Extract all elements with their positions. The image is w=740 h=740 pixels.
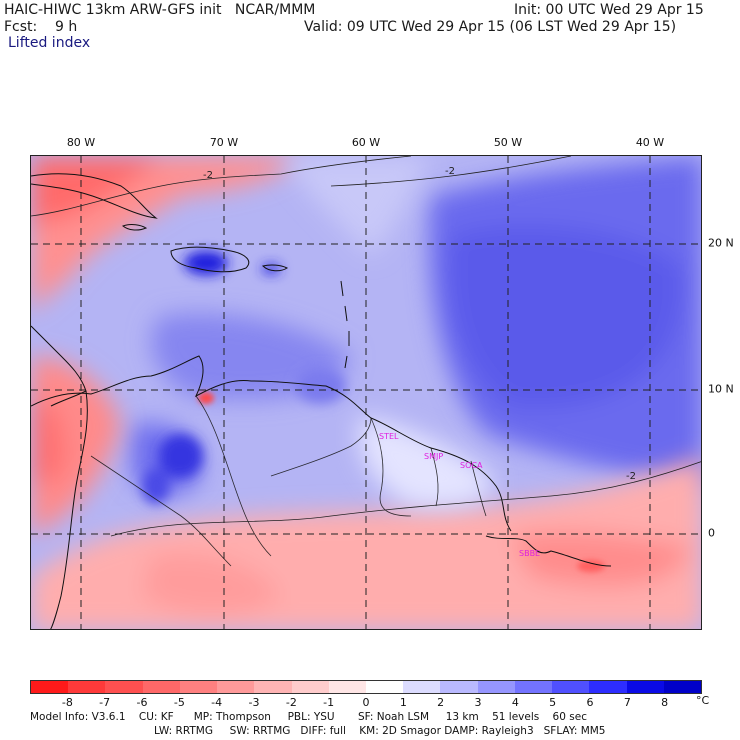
coastlines xyxy=(31,173,612,629)
colorbar-tick-label: -4 xyxy=(211,696,223,709)
lat-lon-grid xyxy=(31,156,701,629)
colorbar-tick-label: 5 xyxy=(549,696,557,709)
station-sbbe: SBBE xyxy=(519,549,540,558)
model-info-line-2: LW: RRTMG SW: RRTMG DIFF: full KM: 2D Sm… xyxy=(154,725,606,737)
colorbar-tick-label: 2 xyxy=(437,696,445,709)
lon-label-40w: 40 W xyxy=(635,136,665,149)
hispaniola-coast xyxy=(170,246,250,273)
valid-time: Valid: 09 UTC Wed 29 Apr 15 (06 LST Wed … xyxy=(304,19,677,35)
lat-label-0: 0 xyxy=(708,526,715,540)
contour-lines xyxy=(31,156,701,537)
colorbar-segment xyxy=(31,681,69,693)
colorbar-tick-label: -5 xyxy=(173,696,185,709)
init-time: Init: 00 UTC Wed 29 Apr 15 xyxy=(514,2,704,18)
border-colombia-south xyxy=(90,455,232,567)
model-info-line-1: Model Info: V3.6.1 CU: KF MP: Thompson P… xyxy=(30,711,587,723)
colorbar-segment xyxy=(663,681,701,693)
south-america-north-coast xyxy=(31,355,512,532)
contour-label-2: -2 xyxy=(445,166,455,177)
colorbar-segment xyxy=(403,681,441,693)
border-colombia-venezuela xyxy=(195,395,272,557)
contour-label-3: -2 xyxy=(626,471,636,482)
border-guiana-brazil xyxy=(470,460,487,517)
border-guyana-suriname xyxy=(370,417,412,517)
lat-label-20n: 20 N xyxy=(708,236,734,250)
neutral-region xyxy=(281,156,493,508)
colorbar xyxy=(30,680,702,694)
model-title: HAIC-HIWC 13km ARW-GFS init NCAR/MMM xyxy=(4,2,316,18)
colorbar-tick-label: 4 xyxy=(511,696,519,709)
border-venezuela-guyana xyxy=(270,417,372,477)
contour-north-central xyxy=(330,156,572,187)
unstable-region xyxy=(131,156,701,495)
colorbar-segment xyxy=(589,681,627,693)
lon-label-70w: 70 W xyxy=(209,136,239,149)
colorbar-tick-label: 6 xyxy=(586,696,594,709)
colorbar-tick-label: 8 xyxy=(661,696,669,709)
colorbar-segment xyxy=(179,681,218,693)
map-canvas: -2 -2 -2 STEL SMJP SOCA SBBE xyxy=(31,156,701,629)
colorbar-tick-label: 1 xyxy=(399,696,407,709)
cuba-coast xyxy=(31,173,158,219)
colorbar-tick-label: -1 xyxy=(323,696,335,709)
puerto-rico-coast xyxy=(262,264,288,272)
border-suriname-guiana xyxy=(430,447,439,507)
lon-label-60w: 60 W xyxy=(351,136,381,149)
colorbar-unit: °C xyxy=(696,694,710,707)
colorbar-segment xyxy=(105,681,143,693)
central-america-coast xyxy=(31,325,87,407)
contour-south xyxy=(110,461,701,537)
colorbar-segment xyxy=(142,681,180,693)
jamaica-coast xyxy=(122,224,148,231)
contour-north-west xyxy=(31,156,412,217)
station-stel: STEL xyxy=(379,432,399,441)
colorbar-segment xyxy=(477,681,515,693)
forecast-hour: Fcst: 9 h xyxy=(4,19,78,35)
lifted-index-map: -2 -2 -2 STEL SMJP SOCA SBBE xyxy=(30,155,702,630)
colorbar-segment xyxy=(514,681,553,693)
colorbar-segment xyxy=(440,681,478,693)
station-smjp: SMJP xyxy=(424,452,443,461)
lon-label-50w: 50 W xyxy=(493,136,523,149)
colorbar-segment xyxy=(254,681,292,693)
colorbar-tick-label: -7 xyxy=(99,696,111,709)
colorbar-segment xyxy=(291,681,329,693)
stable-cells xyxy=(198,392,605,572)
amazon-delta xyxy=(485,535,612,567)
colorbar-segment xyxy=(552,681,590,693)
lesser-antilles xyxy=(340,280,350,369)
lon-label-80w: 80 W xyxy=(66,136,96,149)
colorbar-segment xyxy=(217,681,255,693)
colorbar-segment xyxy=(365,681,404,693)
colorbar-segment xyxy=(328,681,366,693)
country-borders xyxy=(90,395,487,567)
colorbar-tick-label: -3 xyxy=(248,696,260,709)
contour-label-1: -2 xyxy=(203,170,213,181)
lat-label-10n: 10 N xyxy=(708,382,734,396)
colorbar-tick-label: 0 xyxy=(362,696,370,709)
pacific-coast xyxy=(50,390,88,629)
station-soca: SOCA xyxy=(460,461,483,470)
field-name: Lifted index xyxy=(8,35,91,51)
colorbar-tick-label: -2 xyxy=(285,696,297,709)
colorbar-tick-label: -8 xyxy=(61,696,73,709)
colorbar-segment xyxy=(626,681,664,693)
colorbar-tick-label: -6 xyxy=(136,696,148,709)
colorbar-tick-label: 3 xyxy=(474,696,482,709)
colorbar-tick-label: 7 xyxy=(623,696,631,709)
colorbar-segment xyxy=(68,681,106,693)
